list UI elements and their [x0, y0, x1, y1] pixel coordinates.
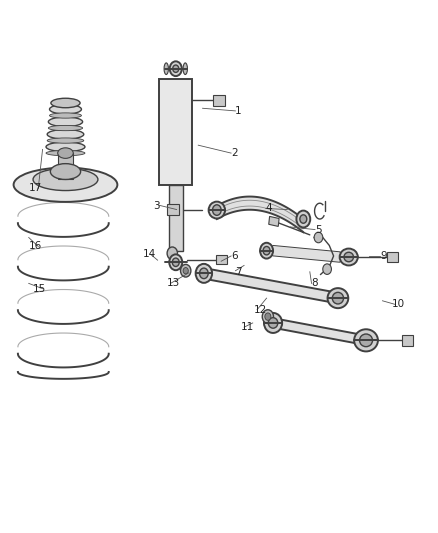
Ellipse shape	[164, 63, 168, 75]
Ellipse shape	[354, 329, 378, 351]
Circle shape	[167, 247, 177, 260]
Polygon shape	[58, 153, 73, 180]
Text: 8: 8	[311, 278, 318, 288]
Polygon shape	[203, 268, 339, 303]
Ellipse shape	[260, 243, 273, 259]
Ellipse shape	[263, 246, 270, 255]
Ellipse shape	[48, 117, 83, 126]
Text: 7: 7	[235, 267, 242, 277]
Polygon shape	[402, 335, 413, 345]
Polygon shape	[169, 185, 183, 251]
Text: 6: 6	[231, 251, 237, 261]
Circle shape	[183, 268, 188, 274]
Ellipse shape	[297, 211, 310, 228]
Polygon shape	[159, 79, 192, 185]
Polygon shape	[213, 95, 225, 106]
Ellipse shape	[328, 288, 348, 308]
Ellipse shape	[50, 164, 81, 180]
Ellipse shape	[268, 318, 278, 328]
Text: 12: 12	[254, 305, 267, 315]
Ellipse shape	[196, 264, 212, 283]
Text: 3: 3	[153, 201, 159, 211]
Polygon shape	[387, 252, 399, 262]
Circle shape	[265, 313, 271, 320]
Ellipse shape	[51, 98, 80, 108]
Ellipse shape	[49, 104, 81, 114]
Text: 9: 9	[380, 251, 387, 261]
Ellipse shape	[58, 148, 73, 158]
Circle shape	[180, 264, 191, 277]
Ellipse shape	[300, 215, 307, 223]
Text: 15: 15	[33, 284, 46, 294]
Ellipse shape	[49, 113, 81, 118]
Ellipse shape	[172, 258, 179, 266]
Ellipse shape	[344, 252, 353, 262]
Ellipse shape	[33, 168, 98, 191]
Ellipse shape	[46, 142, 85, 151]
Polygon shape	[272, 318, 367, 345]
Text: 1: 1	[235, 106, 242, 116]
Ellipse shape	[339, 248, 358, 265]
Ellipse shape	[14, 167, 117, 202]
Text: 14: 14	[143, 249, 156, 260]
Text: 4: 4	[265, 204, 272, 214]
Ellipse shape	[332, 292, 343, 304]
Ellipse shape	[264, 313, 282, 333]
Ellipse shape	[208, 201, 225, 219]
Ellipse shape	[360, 334, 372, 346]
Text: 17: 17	[28, 183, 42, 193]
Circle shape	[262, 310, 273, 324]
Polygon shape	[216, 255, 227, 264]
Ellipse shape	[47, 138, 84, 143]
Text: 11: 11	[240, 322, 254, 332]
Text: 10: 10	[392, 300, 405, 310]
Circle shape	[323, 264, 332, 274]
Ellipse shape	[47, 130, 84, 139]
Text: 16: 16	[28, 241, 42, 252]
Polygon shape	[269, 216, 279, 227]
Ellipse shape	[212, 205, 221, 215]
Polygon shape	[167, 204, 179, 215]
Ellipse shape	[169, 254, 182, 270]
Ellipse shape	[48, 125, 83, 131]
Text: 13: 13	[167, 278, 180, 288]
Ellipse shape	[46, 150, 85, 156]
Ellipse shape	[183, 63, 187, 75]
Ellipse shape	[200, 268, 208, 279]
Circle shape	[314, 232, 323, 243]
Text: 5: 5	[315, 224, 322, 235]
Ellipse shape	[173, 65, 179, 72]
Ellipse shape	[170, 61, 182, 76]
Text: 2: 2	[231, 148, 237, 158]
